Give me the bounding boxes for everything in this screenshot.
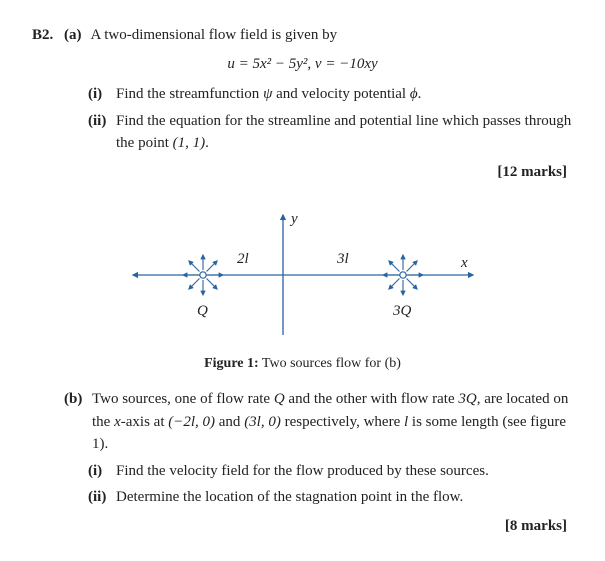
part-a-intro: A two-dimensional flow field is given by <box>90 27 337 43</box>
equation: u = 5x² − 5y², v = −10xy <box>227 56 377 72</box>
part-a-ii: (ii) Find the equation for the streamlin… <box>88 110 573 155</box>
svg-text:3Q: 3Q <box>392 303 412 319</box>
subpart-label: (ii) <box>88 486 116 509</box>
part-b-i: (i) Find the velocity field for the flow… <box>88 460 573 483</box>
svg-text:2l: 2l <box>237 251 249 267</box>
subpart-text: Find the equation for the streamline and… <box>116 110 573 155</box>
svg-text:Q: Q <box>197 303 208 319</box>
svg-text:3l: 3l <box>336 251 349 267</box>
figure-1: y x 2l 3l Q 3Q <box>32 205 573 345</box>
part-b-label: (b) <box>64 388 92 456</box>
part-b-ii: (ii) Determine the location of the stagn… <box>88 486 573 509</box>
figure-caption-bold: Figure 1: <box>204 356 259 371</box>
svg-text:x: x <box>460 255 468 271</box>
svg-text:y: y <box>289 211 298 227</box>
part-b-intro: Two sources, one of flow rate Q and the … <box>92 388 573 456</box>
figure-caption-text: Two sources flow for (b) <box>259 356 401 371</box>
marks-b: [8 marks] <box>32 515 567 538</box>
figure-caption: Figure 1: Two sources flow for (b) <box>32 353 573 374</box>
part-a-i: (i) Find the streamfunction ψ and veloci… <box>88 83 573 106</box>
question-header: B2. (a) A two-dimensional flow field is … <box>32 24 573 47</box>
marks-a: [12 marks] <box>32 161 567 184</box>
part-b: (b) Two sources, one of flow rate Q and … <box>64 388 573 456</box>
subpart-label: (i) <box>88 83 116 106</box>
equation-line: u = 5x² − 5y², v = −10xy <box>32 53 573 76</box>
subpart-text: Determine the location of the stagnation… <box>116 486 463 509</box>
subpart-text: Find the velocity field for the flow pro… <box>116 460 489 483</box>
figure-svg: y x 2l 3l Q 3Q <box>123 205 483 345</box>
subpart-label: (ii) <box>88 110 116 155</box>
subpart-text: Find the streamfunction ψ and velocity p… <box>116 83 421 106</box>
question-number: B2. <box>32 24 64 47</box>
part-a-label: (a) <box>64 27 82 43</box>
subpart-label: (i) <box>88 460 116 483</box>
